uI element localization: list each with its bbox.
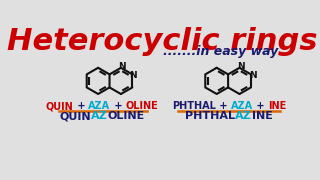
Text: AZA: AZA — [231, 101, 253, 111]
Text: N: N — [237, 62, 245, 71]
Text: PHTHAL: PHTHAL — [172, 101, 216, 111]
Text: +: + — [253, 101, 268, 111]
Text: INE: INE — [252, 111, 273, 121]
Text: OLINE: OLINE — [108, 111, 145, 121]
Text: +: + — [74, 101, 88, 111]
Text: INE: INE — [268, 101, 286, 111]
Text: OLINE: OLINE — [125, 101, 158, 111]
Text: PHTHAL: PHTHAL — [185, 111, 235, 121]
Text: AZ: AZ — [91, 111, 108, 121]
Text: QUIN: QUIN — [59, 111, 91, 121]
Text: Heterocyclic rings: Heterocyclic rings — [7, 27, 318, 56]
Text: .......in easy way: .......in easy way — [163, 45, 278, 58]
Text: +: + — [216, 101, 231, 111]
Text: +: + — [111, 101, 125, 111]
Text: AZA: AZA — [88, 101, 111, 111]
Text: N: N — [130, 71, 137, 80]
Text: N: N — [118, 62, 126, 71]
Text: N: N — [249, 71, 256, 80]
Text: QUIN: QUIN — [46, 101, 74, 111]
Text: AZ: AZ — [235, 111, 252, 121]
